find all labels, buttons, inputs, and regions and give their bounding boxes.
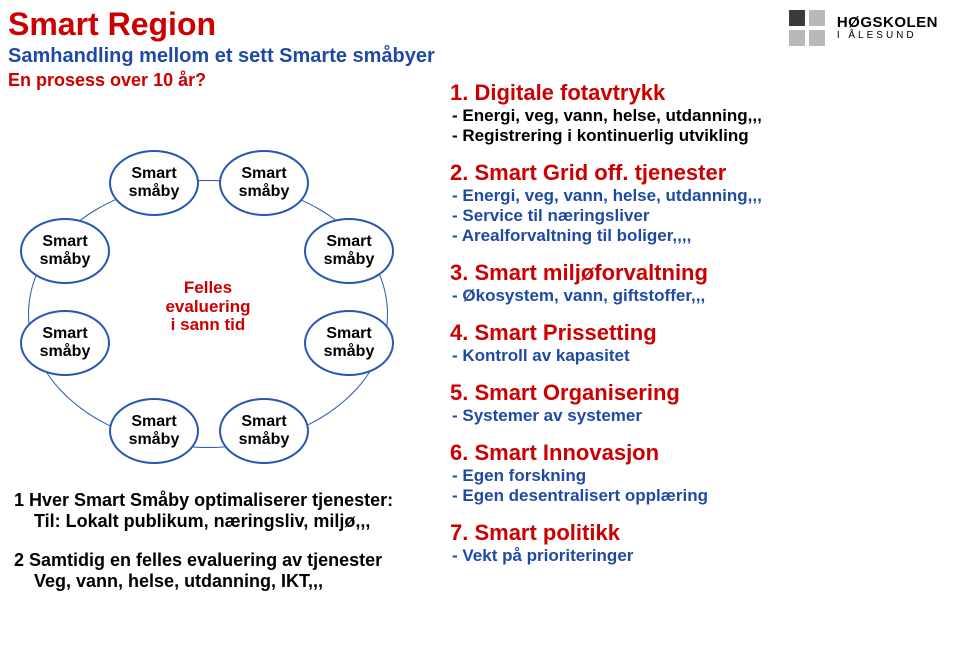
right-section: 4. Smart PrissettingKontroll av kapasite… [450, 320, 950, 366]
left-bullet-item: 2 Samtidig en felles evaluering av tjene… [14, 550, 434, 592]
node-label: småby [129, 431, 180, 449]
node-label: Smart [40, 325, 91, 343]
section-line: Økosystem, vann, giftstoffer,,, [452, 286, 950, 306]
section-line: Arealforvaltning til boliger,,,, [452, 226, 950, 246]
diagram-node: Smartsmåby [109, 150, 199, 216]
right-section: 1. Digitale fotavtrykkEnergi, veg, vann,… [450, 80, 950, 146]
node-label: Smart [129, 165, 180, 183]
section-title: 6. Smart Innovasjon [450, 440, 950, 466]
section-line: Energi, veg, vann, helse, utdanning,,, [452, 186, 950, 206]
left-bullet-list: 1 Hver Smart Småby optimaliserer tjenest… [14, 490, 434, 610]
bullet-head: 1 Hver Smart Småby optimaliserer tjenest… [14, 490, 434, 511]
logo: HØGSKOLEN I ÅLESUND [787, 8, 938, 48]
bullet-head: 2 Samtidig en felles evaluering av tjene… [14, 550, 434, 571]
diagram-node: Smartsmåby [20, 310, 110, 376]
node-label: småby [324, 251, 375, 269]
diagram-node: Smartsmåby [219, 150, 309, 216]
logo-icon [787, 8, 827, 48]
section-line: Energi, veg, vann, helse, utdanning,,, [452, 106, 950, 126]
section-title: 3. Smart miljøforvaltning [450, 260, 950, 286]
bullet-sub: Veg, vann, helse, utdanning, IKT,,, [34, 571, 434, 592]
network-diagram: SmartsmåbySmartsmåbySmartsmåbySmartsmåby… [14, 150, 404, 470]
section-title: 4. Smart Prissetting [450, 320, 950, 346]
section-title: 1. Digitale fotavtrykk [450, 80, 950, 106]
section-title: 2. Smart Grid off. tjenester [450, 160, 950, 186]
center-label: evaluering [165, 298, 250, 317]
page-title: Smart Region [8, 6, 435, 43]
right-section: 3. Smart miljøforvaltningØkosystem, vann… [450, 260, 950, 306]
node-label: Smart [239, 413, 290, 431]
section-line: Kontroll av kapasitet [452, 346, 950, 366]
logo-line-1: HØGSKOLEN [837, 15, 938, 31]
diagram-node: Smartsmåby [219, 398, 309, 464]
node-label: småby [40, 251, 91, 269]
section-title: 7. Smart politikk [450, 520, 950, 546]
section-line: Vekt på prioriteringer [452, 546, 950, 566]
right-section: 6. Smart InnovasjonEgen forskningEgen de… [450, 440, 950, 506]
header: Smart Region Samhandling mellom et sett … [8, 6, 435, 91]
section-line: Service til næringsliver [452, 206, 950, 226]
diagram-node: Smartsmåby [304, 218, 394, 284]
section-line: Systemer av systemer [452, 406, 950, 426]
section-line: Egen forskning [452, 466, 950, 486]
right-section: 2. Smart Grid off. tjenesterEnergi, veg,… [450, 160, 950, 246]
node-label: Smart [129, 413, 180, 431]
logo-text: HØGSKOLEN I ÅLESUND [837, 15, 938, 41]
diagram-node: Smartsmåby [20, 218, 110, 284]
node-label: småby [129, 183, 180, 201]
section-line: Registrering i kontinuerlig utvikling [452, 126, 950, 146]
node-label: Smart [40, 233, 91, 251]
page-subtitle: Samhandling mellom et sett Smarte småbye… [8, 45, 435, 68]
page-subtitle-2: En prosess over 10 år? [8, 70, 435, 91]
node-label: Smart [324, 233, 375, 251]
node-label: Smart [324, 325, 375, 343]
right-section: 7. Smart politikkVekt på prioriteringer [450, 520, 950, 566]
logo-line-2: I ÅLESUND [837, 31, 938, 42]
right-column: 1. Digitale fotavtrykkEnergi, veg, vann,… [450, 80, 950, 580]
bullet-sub: Til: Lokalt publikum, næringsliv, miljø,… [34, 511, 434, 532]
center-label: Felles [165, 279, 250, 298]
node-label: Smart [239, 165, 290, 183]
node-label: småby [324, 343, 375, 361]
node-label: småby [239, 183, 290, 201]
section-title: 5. Smart Organisering [450, 380, 950, 406]
diagram-node: Smartsmåby [304, 310, 394, 376]
right-section: 5. Smart OrganiseringSystemer av systeme… [450, 380, 950, 426]
section-line: Egen desentralisert opplæring [452, 486, 950, 506]
center-label: i sann tid [165, 316, 250, 335]
node-label: småby [239, 431, 290, 449]
diagram-center-node: Fellesevalueringi sann tid [146, 260, 270, 354]
left-bullet-item: 1 Hver Smart Småby optimaliserer tjenest… [14, 490, 434, 532]
node-label: småby [40, 343, 91, 361]
diagram-node: Smartsmåby [109, 398, 199, 464]
